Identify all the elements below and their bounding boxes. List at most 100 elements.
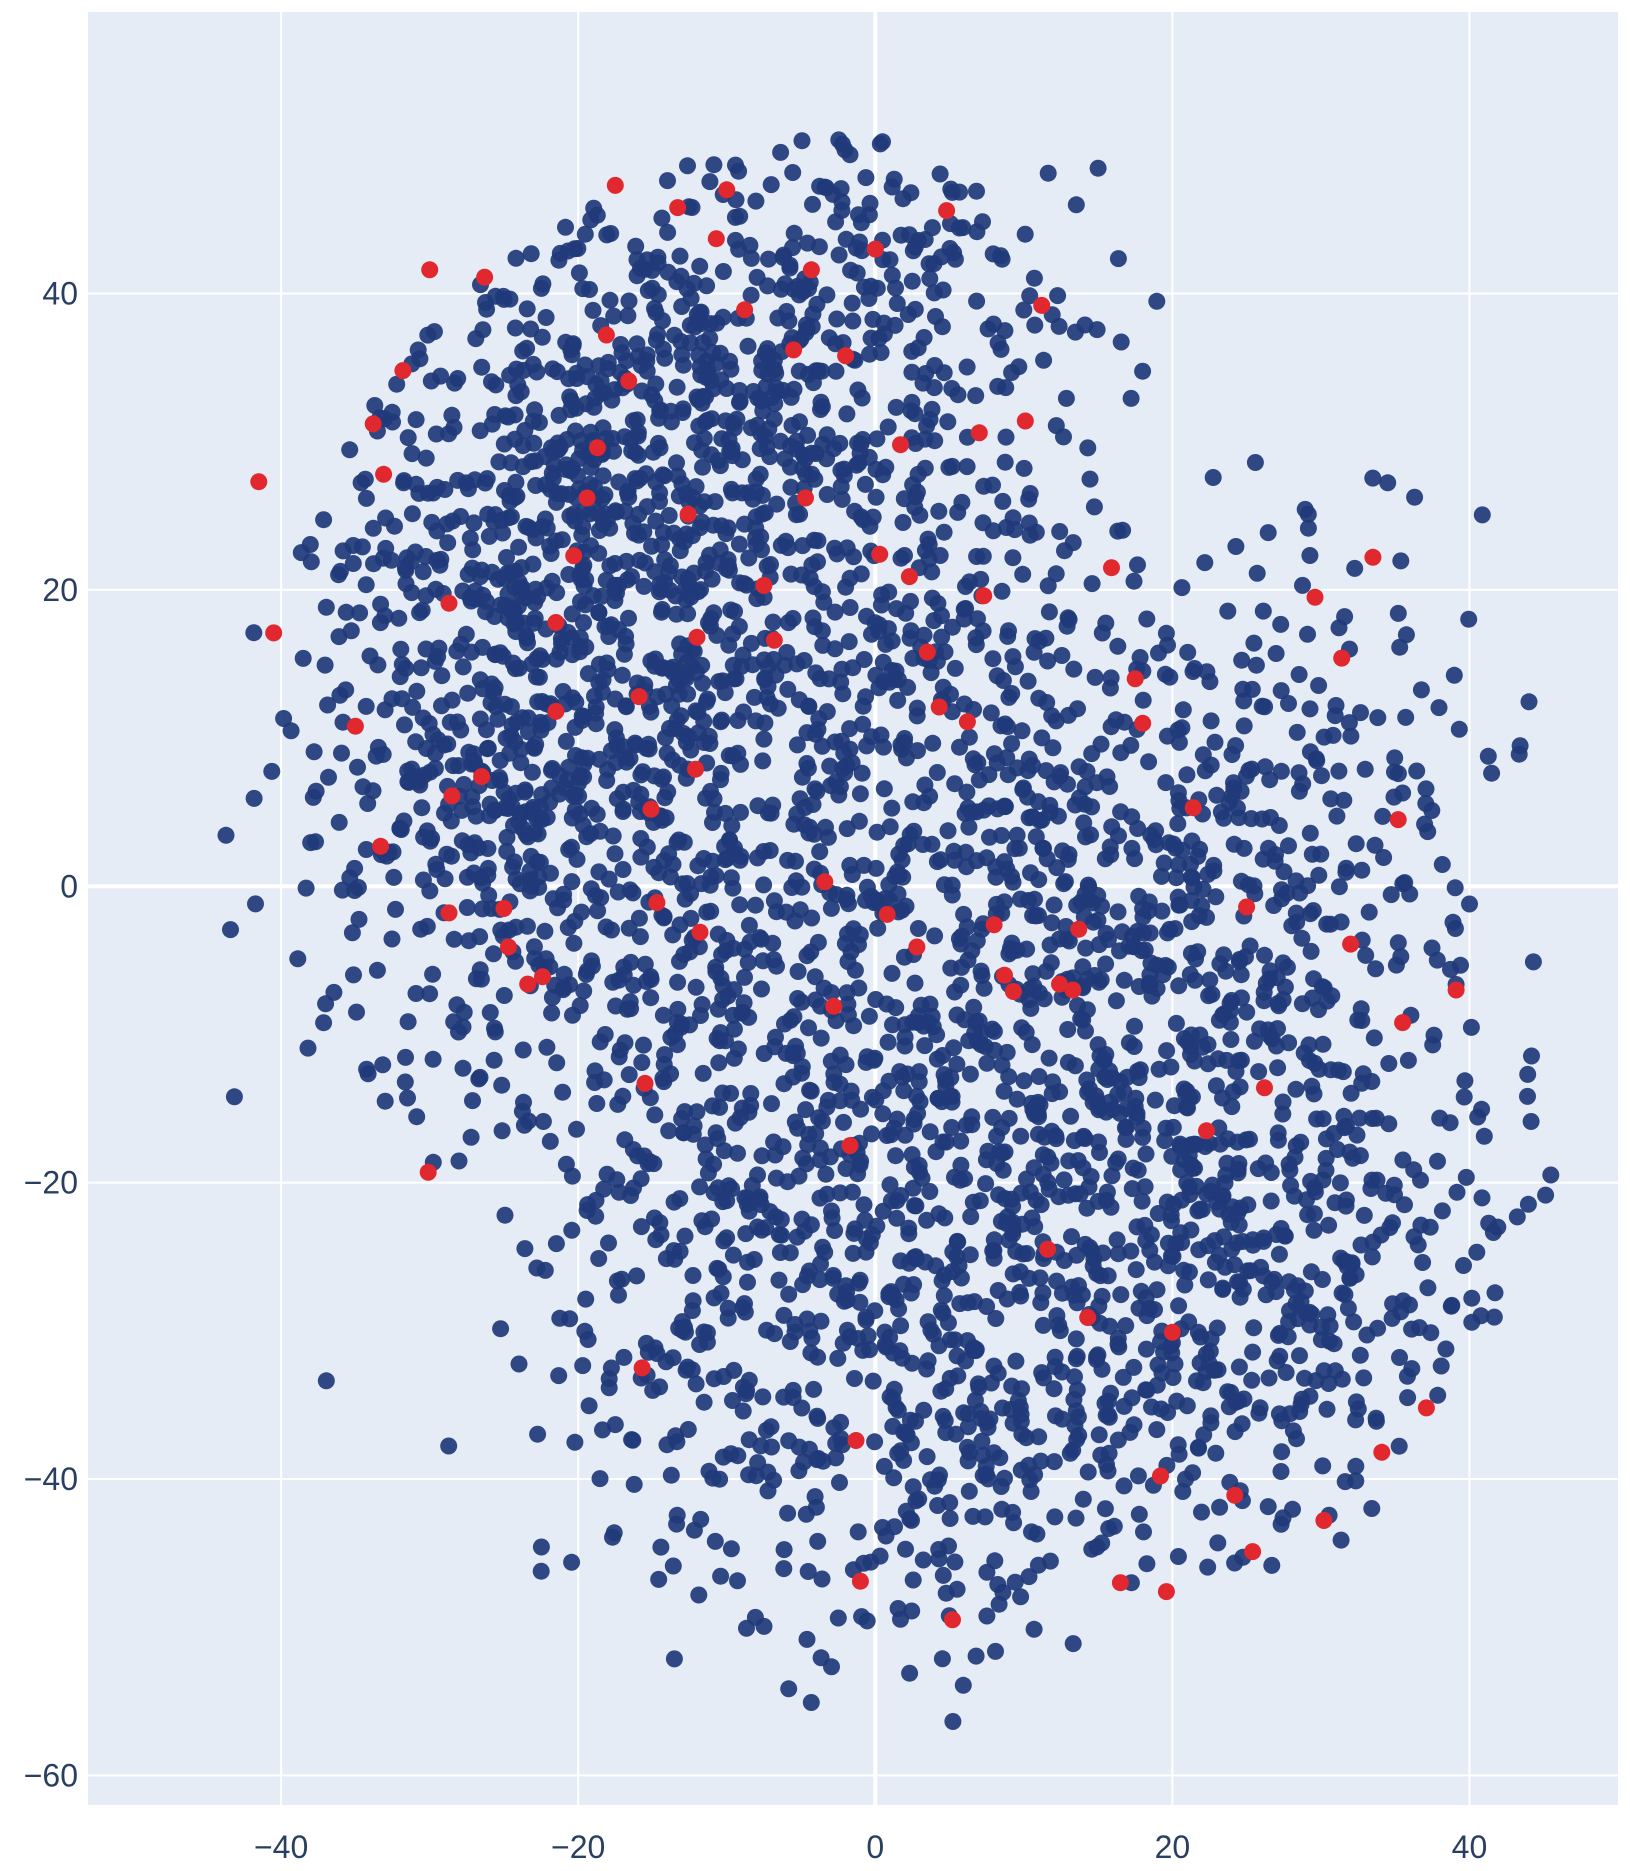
scatter-point bbox=[638, 362, 656, 380]
scatter-point bbox=[1403, 1360, 1421, 1378]
scatter-point bbox=[930, 1337, 948, 1355]
scatter-point bbox=[357, 841, 375, 858]
scatter-point bbox=[1508, 1208, 1526, 1226]
scatter-point bbox=[1261, 1027, 1279, 1045]
x-axis-ticks: −40 −20 0 20 40 bbox=[254, 1829, 1487, 1865]
scatter-point bbox=[551, 643, 569, 661]
scatter-point bbox=[958, 783, 976, 801]
scatter-point bbox=[726, 208, 744, 226]
scatter-point bbox=[403, 445, 421, 463]
scatter-point bbox=[673, 298, 691, 315]
scatter-point bbox=[454, 582, 472, 600]
scatter-point bbox=[1129, 922, 1147, 940]
scatter-point bbox=[1207, 888, 1225, 906]
scatter-point bbox=[1014, 781, 1032, 799]
scatter-point bbox=[974, 1446, 992, 1464]
scatter-point bbox=[1318, 1400, 1336, 1418]
scatter-point bbox=[1175, 1261, 1193, 1279]
scatter-point bbox=[936, 1209, 954, 1227]
scatter-point bbox=[745, 688, 763, 706]
scatter-point bbox=[1032, 1294, 1050, 1312]
scatter-point bbox=[1182, 855, 1199, 873]
scatter-point bbox=[498, 549, 515, 566]
scatter-point bbox=[959, 951, 977, 969]
scatter-point bbox=[1096, 1500, 1114, 1518]
scatter-point bbox=[863, 1125, 880, 1143]
scatter-point bbox=[526, 739, 543, 757]
scatter-point bbox=[1457, 1168, 1475, 1186]
scatter-point bbox=[1290, 666, 1308, 683]
scatter-point bbox=[705, 1370, 723, 1388]
scatter-point bbox=[883, 178, 901, 196]
scatter-point bbox=[1437, 1340, 1455, 1358]
scatter-point bbox=[953, 927, 971, 945]
scatter-point-highlighted bbox=[1163, 1323, 1181, 1341]
scatter-point bbox=[301, 536, 319, 553]
scatter-point bbox=[1108, 1231, 1126, 1249]
scatter-point bbox=[949, 1233, 967, 1251]
scatter-point bbox=[706, 1532, 724, 1550]
scatter-point bbox=[1473, 506, 1491, 524]
scatter-point bbox=[618, 753, 635, 771]
scatter-point bbox=[412, 659, 430, 677]
scatter-point bbox=[762, 176, 780, 194]
scatter-point bbox=[1397, 626, 1415, 644]
scatter-point bbox=[1256, 758, 1274, 776]
scatter-point bbox=[1109, 1335, 1127, 1353]
scatter-point bbox=[994, 1399, 1011, 1417]
scatter-point bbox=[449, 471, 467, 489]
scatter-point bbox=[1193, 897, 1211, 915]
scatter-point bbox=[962, 1208, 980, 1226]
scatter-point bbox=[812, 1312, 830, 1330]
scatter-point bbox=[1414, 1254, 1432, 1271]
scatter-point bbox=[1394, 1292, 1412, 1310]
scatter-point bbox=[516, 422, 534, 439]
scatter-point bbox=[1519, 1087, 1536, 1105]
scatter-point-highlighted bbox=[1070, 920, 1088, 938]
scatter-point bbox=[1156, 1132, 1174, 1150]
scatter-point bbox=[302, 834, 320, 852]
scatter-point bbox=[748, 590, 766, 608]
scatter-point bbox=[1040, 603, 1058, 621]
scatter-point bbox=[1117, 1130, 1135, 1148]
scatter-point bbox=[1030, 1428, 1048, 1446]
scatter-point bbox=[471, 1068, 489, 1086]
scatter-point bbox=[1079, 1463, 1097, 1481]
scatter-point bbox=[746, 1608, 764, 1626]
scatter-point bbox=[892, 1442, 910, 1460]
scatter-point bbox=[1003, 868, 1020, 885]
scatter-point bbox=[1171, 1135, 1189, 1153]
scatter-point bbox=[1039, 652, 1057, 670]
scatter-point bbox=[1259, 524, 1277, 542]
scatter-point bbox=[448, 713, 466, 731]
scatter-point bbox=[823, 1658, 840, 1676]
scatter-point bbox=[691, 358, 709, 376]
scatter-point bbox=[832, 1430, 850, 1447]
scatter-point bbox=[421, 985, 439, 1003]
scatter-point bbox=[1267, 846, 1284, 864]
scatter-point bbox=[421, 882, 439, 900]
scatter-point bbox=[1159, 1257, 1177, 1275]
scatter-point bbox=[357, 697, 375, 715]
scatter-point bbox=[627, 237, 645, 255]
scatter-point bbox=[798, 755, 816, 772]
scatter-point-highlighted bbox=[375, 465, 393, 483]
scatter-point bbox=[1380, 1055, 1398, 1072]
scatter-point bbox=[537, 309, 555, 326]
scatter-point bbox=[426, 652, 444, 670]
scatter-point bbox=[343, 924, 361, 942]
scatter-point bbox=[919, 1352, 937, 1370]
scatter-point bbox=[1174, 1483, 1192, 1500]
scatter-point bbox=[881, 1388, 899, 1406]
scatter-point bbox=[1273, 1412, 1291, 1430]
scatter-point bbox=[646, 657, 664, 675]
scatter-point bbox=[600, 628, 618, 645]
scatter-point bbox=[848, 456, 865, 474]
scatter-point bbox=[999, 718, 1017, 736]
scatter-point bbox=[1168, 1392, 1186, 1410]
scatter-point bbox=[1153, 902, 1171, 920]
scatter-point bbox=[891, 1063, 909, 1081]
scatter-point bbox=[859, 1327, 877, 1345]
scatter-point bbox=[263, 762, 281, 780]
scatter-point bbox=[1290, 764, 1308, 782]
